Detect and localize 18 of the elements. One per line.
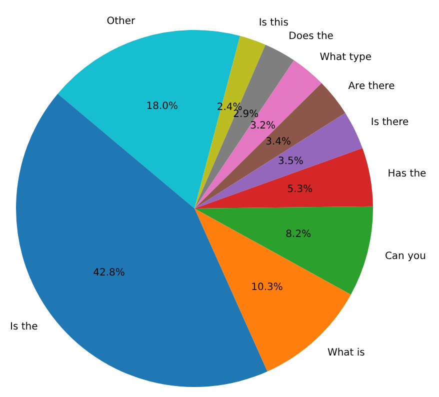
data-label: 42.8% [93, 268, 125, 279]
slice-label: Has the [388, 168, 426, 180]
slice-label: Is the [10, 321, 38, 332]
slice-label: Can you [384, 250, 426, 262]
data-label: 8.2% [286, 229, 312, 240]
data-label: 3.4% [266, 136, 292, 148]
data-label: 5.3% [287, 184, 313, 196]
slice-label: What is [327, 348, 365, 359]
slice-label: Does the [288, 30, 334, 42]
data-label: 3.2% [250, 120, 276, 132]
data-label: 18.0% [146, 101, 178, 112]
slice-label: Is there [370, 116, 409, 128]
slice-label: Is this [258, 18, 288, 29]
slice-label: Other [106, 16, 136, 27]
slice-label: What type [320, 52, 372, 63]
slice-label: Are there [348, 80, 395, 92]
data-label: 3.5% [278, 156, 304, 168]
data-label: 10.3% [251, 282, 283, 293]
